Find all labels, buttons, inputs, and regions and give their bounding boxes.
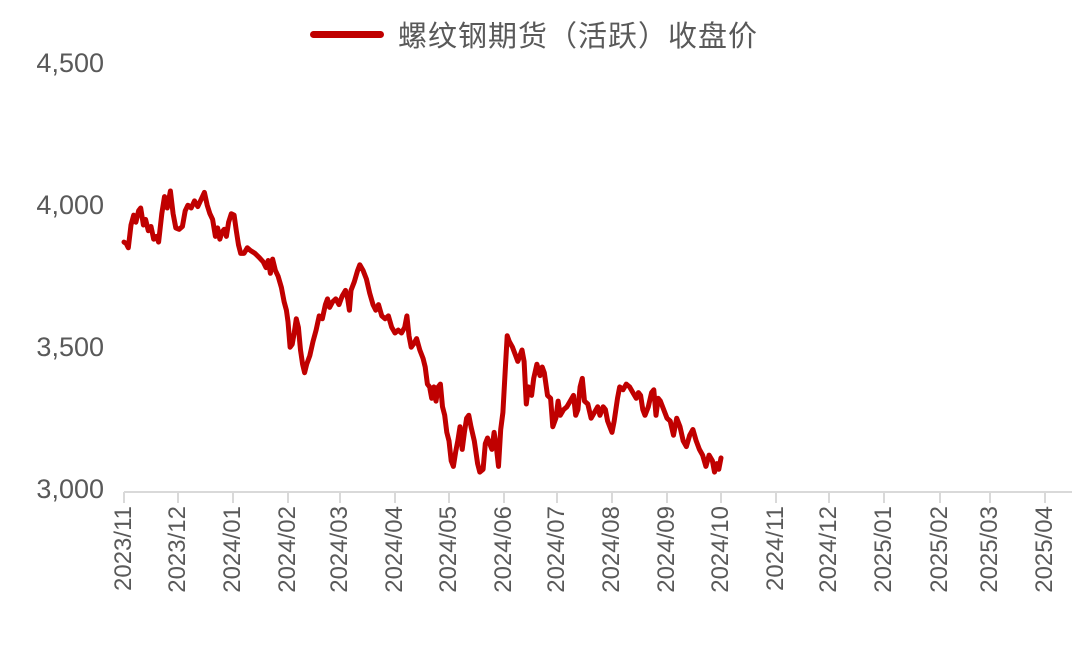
x-tick-label: 2024/08 [598,506,625,593]
x-tick-label: 2024/02 [274,506,301,593]
x-tick-label: 2023/11 [110,506,137,591]
x-tick-label: 2025/04 [1031,506,1058,593]
legend: 螺纹钢期货（活跃）收盘价 [310,12,758,56]
x-tick-label: 2024/12 [815,506,842,593]
x-tick-label: 2024/11 [762,506,789,591]
y-tick-label: 3,000 [36,474,104,504]
price-line [121,188,724,475]
x-tick-label: 2025/02 [926,506,953,593]
x-tick-label: 2024/04 [381,506,408,593]
x-axis [123,491,1072,503]
x-tick-label: 2024/09 [653,506,680,593]
x-tick-label: 2023/12 [164,506,191,593]
x-tick-label: 2024/06 [490,506,517,593]
x-tick-label: 2024/05 [435,506,462,593]
legend-label: 螺纹钢期货（活跃）收盘价 [398,19,759,53]
x-tick-label: 2024/10 [707,506,734,593]
x-tick-label: 2024/03 [326,506,353,593]
y-tick-label: 4,500 [36,48,104,78]
x-tick-label: 2025/01 [870,506,897,593]
legend-swatch [310,30,384,38]
y-tick-label: 3,500 [36,332,104,362]
x-tick-label: 2024/07 [543,506,570,593]
x-tick-label: 2024/01 [219,506,246,593]
y-tick-label: 4,000 [36,190,104,220]
x-tick-label: 2025/03 [976,506,1003,593]
